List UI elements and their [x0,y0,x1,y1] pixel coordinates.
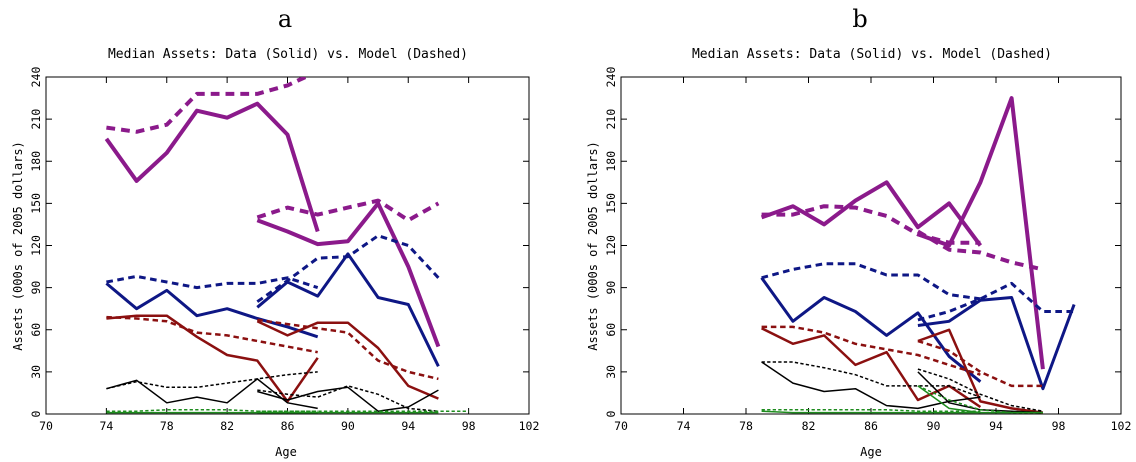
y-tick-label: 150 [604,193,618,214]
series-group [104,77,469,414]
y-tick-label: 60 [604,323,618,337]
panel-b-x-axis-label: Age [860,445,882,459]
series-line-7 [256,234,440,303]
y-tick-label: 180 [604,151,618,172]
x-tick-label: 78 [160,419,174,433]
panel-b-plot-area: 70 74 78 82 86 90 94 98 102 0 30 60 90 120 150 180 210 24… [604,67,1131,433]
panel-a-x-axis-label: Age [275,445,297,459]
series-line-19 [917,385,1043,414]
series-line-9 [106,315,318,354]
series-line-0 [104,101,320,233]
series-line-5 [761,262,981,301]
x-tick-label: 70 [39,419,53,433]
panel-a-y-axis-label: Assets (000s of 2005 dollars) [11,141,25,351]
panel-b-letter: b [852,5,867,33]
y-tick-label: 150 [29,193,43,214]
y-tick-label: 90 [29,281,43,295]
x-tick-label: 102 [1111,419,1132,433]
x-tick-label: 74 [677,419,691,433]
series-line-5 [106,274,319,290]
y-tick-label: 240 [29,67,43,88]
y-tick-label: 0 [604,410,618,417]
series-line-4 [760,276,982,383]
y-tick-label: 120 [604,235,618,256]
series-line-10 [256,320,439,400]
panel-a-letter: a [278,5,292,33]
series-line-1 [106,77,311,134]
x-tick-label: 82 [802,419,816,433]
y-tick-label: 120 [29,235,43,256]
y-tick-label: 60 [29,323,43,337]
x-tick-label: 78 [739,419,753,433]
x-tick-label: 98 [462,419,476,433]
series-line-18 [917,385,1043,414]
plot-frame [45,76,530,415]
series-line-8 [761,327,982,409]
series-line-11 [257,318,439,381]
y-tick-label: 30 [604,365,618,379]
panel-a: a Median Assets: Data (Solid) vs. Model … [11,5,539,459]
x-tick-label: 82 [220,419,234,433]
x-tick-label: 90 [341,419,355,433]
y-tick-label: 210 [29,109,43,130]
y-tick-label: 90 [604,281,618,295]
series-line-2 [917,96,1045,370]
x-tick-label: 94 [989,419,1003,433]
series-line-11 [917,339,1043,388]
series-line-16 [761,410,981,414]
series-line-7 [917,281,1075,322]
panel-b-y-axis-label: Assets (000s of 2005 dollars) [586,141,600,351]
series-line-6 [917,296,1076,391]
series-line-10 [917,328,1044,414]
x-tick-label: 70 [614,419,628,433]
series-line-13 [106,371,318,390]
y-tick-label: 30 [29,365,43,379]
series-line-8 [106,314,319,403]
series-group [760,96,1076,414]
x-tick-label: 102 [519,419,540,433]
y-tick-label: 180 [29,151,43,172]
x-tick-label: 86 [864,419,878,433]
series-line-9 [761,325,981,376]
series-line-13 [761,361,981,398]
y-tick-label: 240 [604,67,618,88]
series-line-2 [256,201,441,348]
x-tick-label: 74 [99,419,113,433]
series-line-3 [256,198,440,223]
y-tick-label: 0 [29,410,43,417]
panel-b: b Median Assets: Data (Solid) vs. Model … [586,5,1131,459]
panel-a-title: Median Assets: Data (Solid) vs. Model (D… [108,47,468,62]
x-tick-label: 86 [281,419,295,433]
series-line-17 [761,409,981,412]
series-line-3 [916,229,1044,272]
plot-frame [620,76,1122,415]
series-line-0 [760,180,983,247]
panel-a-plot-area: 70 74 78 82 86 90 94 98 102 0 30 60 90 120 150 180 210 24… [29,67,539,433]
series-line-15 [257,385,439,412]
series-line-15 [917,368,1044,412]
series-line-14 [257,386,439,412]
series-line-12 [761,361,981,410]
series-line-17 [106,409,318,412]
y-tick-label: 210 [604,109,618,130]
series-line-1 [761,204,981,245]
x-tick-label: 90 [927,419,941,433]
x-tick-label: 98 [1052,419,1066,433]
panel-b-title: Median Assets: Data (Solid) vs. Model (D… [692,47,1052,62]
series-line-4 [105,282,319,339]
x-tick-label: 94 [401,419,415,433]
